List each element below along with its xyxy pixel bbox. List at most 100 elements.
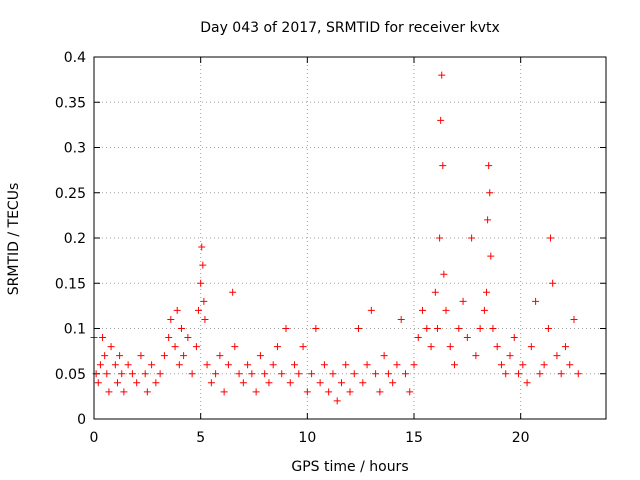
data-point xyxy=(107,343,115,351)
data-point xyxy=(316,379,324,387)
data-point xyxy=(212,370,220,378)
data-point xyxy=(116,352,124,360)
y-tick-label: 0.2 xyxy=(64,231,86,247)
data-point xyxy=(99,334,107,342)
data-point xyxy=(229,288,237,296)
data-point xyxy=(510,334,518,342)
data-point xyxy=(389,379,397,387)
data-point xyxy=(557,370,565,378)
data-point xyxy=(423,325,431,332)
data-point xyxy=(410,361,418,369)
data-point xyxy=(269,361,277,369)
data-point xyxy=(252,388,260,396)
grid-lines xyxy=(94,57,606,419)
data-point xyxy=(536,370,544,378)
y-tick-label: 0.35 xyxy=(55,95,86,111)
data-point xyxy=(128,370,136,378)
data-point xyxy=(393,361,401,369)
data-point xyxy=(363,361,371,369)
data-point xyxy=(171,343,179,351)
data-point xyxy=(192,343,200,351)
data-point xyxy=(200,297,208,305)
data-point xyxy=(532,297,540,305)
data-point xyxy=(124,361,132,369)
data-point xyxy=(152,379,160,387)
data-point xyxy=(540,361,548,369)
data-point xyxy=(203,361,211,369)
data-point xyxy=(256,352,264,360)
data-point xyxy=(160,352,168,360)
data-point xyxy=(527,343,535,351)
data-point xyxy=(141,370,149,378)
data-point xyxy=(113,379,121,387)
data-point xyxy=(401,370,409,378)
data-point xyxy=(96,361,104,369)
data-point xyxy=(303,388,311,396)
data-point xyxy=(483,288,491,296)
data-point xyxy=(486,189,494,197)
data-point xyxy=(397,315,405,323)
x-tick-label: 0 xyxy=(90,430,99,446)
data-point xyxy=(197,279,205,287)
data-point xyxy=(406,388,414,396)
data-point xyxy=(94,379,102,387)
y-tick-label: 0.05 xyxy=(55,367,86,383)
data-point xyxy=(239,379,247,387)
data-point xyxy=(195,306,203,314)
x-tick-label: 5 xyxy=(196,430,205,446)
data-point xyxy=(273,343,281,351)
data-point xyxy=(480,306,488,314)
data-point xyxy=(248,370,256,378)
data-point xyxy=(244,361,252,369)
data-point xyxy=(438,71,446,79)
data-point xyxy=(295,370,303,378)
data-point xyxy=(376,388,384,396)
data-point xyxy=(463,334,471,342)
data-point xyxy=(440,270,448,278)
data-point xyxy=(101,352,109,360)
data-point xyxy=(515,370,523,378)
data-point xyxy=(346,388,354,396)
data-point xyxy=(120,388,128,396)
data-point xyxy=(188,370,196,378)
data-point xyxy=(455,325,463,332)
data-point xyxy=(177,325,185,332)
data-point xyxy=(487,252,495,260)
data-point xyxy=(433,325,441,332)
data-point xyxy=(384,370,392,378)
data-point xyxy=(111,361,119,369)
data-point xyxy=(553,352,561,360)
data-point xyxy=(220,388,228,396)
y-tick-label: 0.3 xyxy=(64,141,86,157)
data-point xyxy=(325,388,333,396)
data-point xyxy=(286,379,294,387)
data-point xyxy=(118,370,126,378)
data-point xyxy=(299,343,307,351)
data-point xyxy=(359,379,367,387)
data-point xyxy=(329,370,337,378)
data-point xyxy=(198,243,206,251)
y-tick-label: 0.1 xyxy=(64,322,86,338)
data-point xyxy=(278,370,286,378)
data-point xyxy=(414,334,422,342)
data-point xyxy=(156,370,164,378)
data-point xyxy=(476,325,484,332)
data-point xyxy=(235,370,243,378)
data-point xyxy=(342,361,350,369)
data-point xyxy=(497,361,505,369)
data-point xyxy=(103,370,111,378)
data-point xyxy=(175,361,183,369)
data-point xyxy=(485,162,493,170)
data-point xyxy=(207,379,215,387)
data-point xyxy=(544,325,552,332)
data-point xyxy=(148,361,156,369)
data-point xyxy=(519,361,527,369)
data-point xyxy=(502,370,510,378)
data-point xyxy=(472,352,480,360)
x-tick-label: 10 xyxy=(298,430,316,446)
data-point xyxy=(489,325,497,332)
data-point xyxy=(506,352,514,360)
data-point xyxy=(291,361,299,369)
data-point xyxy=(468,234,476,242)
